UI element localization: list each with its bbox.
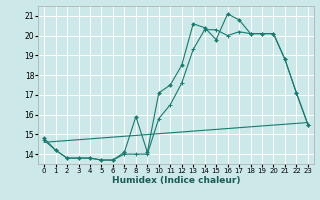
X-axis label: Humidex (Indice chaleur): Humidex (Indice chaleur): [112, 176, 240, 185]
